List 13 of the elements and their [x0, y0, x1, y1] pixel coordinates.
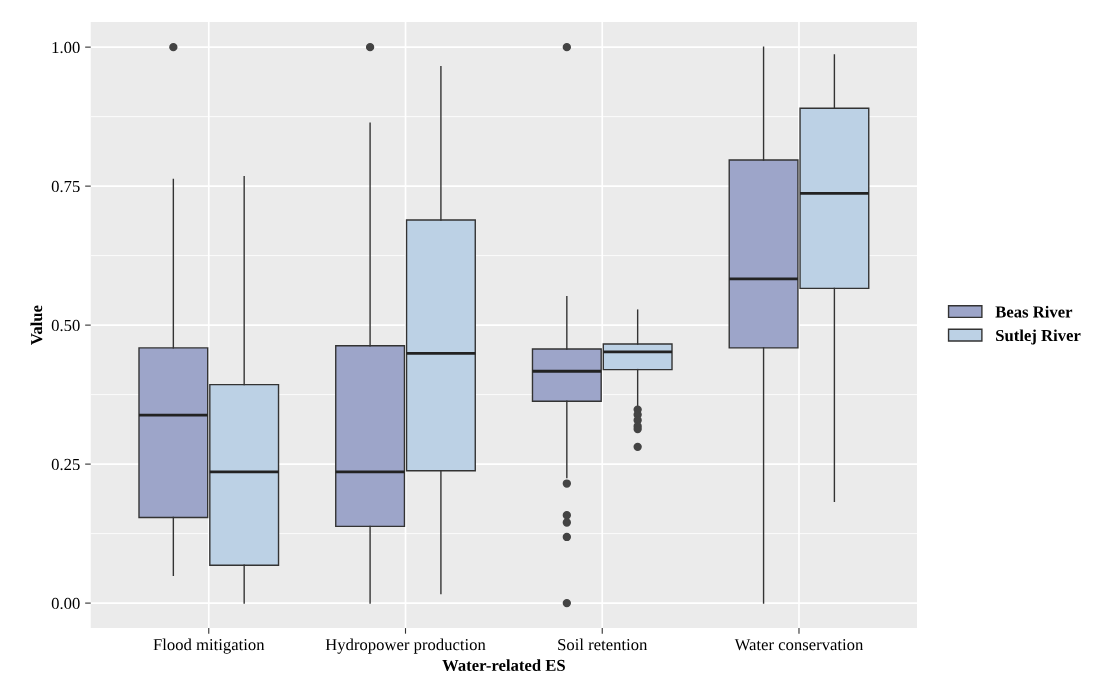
- y-axis-title: Value: [30, 305, 43, 345]
- legend-label: Sutlej River: [996, 329, 1081, 345]
- x-tick-label: Soil retention: [558, 638, 648, 651]
- y-tick-label: 0.25: [51, 458, 80, 471]
- x-tick-label: Hydropower production: [325, 638, 486, 654]
- x-tick-label: Water conservation: [734, 639, 864, 651]
- y-tick-label: 0.75: [51, 180, 80, 193]
- y-tick-label: 0.50: [51, 319, 80, 332]
- y-tick-label: 0.00: [51, 597, 80, 610]
- x-axis-title: Water-related ES: [442, 659, 565, 672]
- legend-label: Beas River: [995, 305, 1073, 318]
- x-tick-label: Flood mitigation: [153, 638, 265, 654]
- y-tick-label: 1.00: [52, 41, 80, 54]
